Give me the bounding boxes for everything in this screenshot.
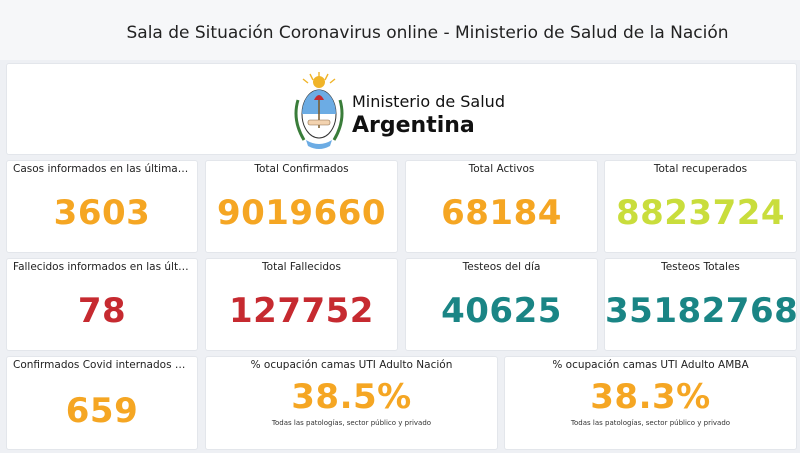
stat-label: Total Fallecidos bbox=[262, 261, 341, 273]
stat-card-cases-24h: Casos informados en las últimas 24 Hs 36… bbox=[6, 160, 198, 253]
stat-label: Casos informados en las últimas 24 Hs bbox=[13, 163, 197, 175]
stat-note: Todas las patologías, sector público y p… bbox=[570, 419, 731, 427]
stat-value: 127752 bbox=[229, 291, 374, 331]
stat-value: 659 bbox=[65, 391, 139, 431]
stat-card-tests-total: Testeos Totales 35182768 bbox=[604, 258, 797, 351]
stat-label: Testeos Totales bbox=[661, 261, 740, 273]
stat-card-icu-occupancy-amba: % ocupación camas UTI Adulto AMBA 38.3% … bbox=[504, 356, 797, 450]
stat-card-total-active: Total Activos 68184 bbox=[405, 160, 598, 253]
header-bar: Sala de Situación Coronavirus online - M… bbox=[0, 0, 800, 60]
ministry-brand: Ministerio de Salud Argentina bbox=[352, 92, 505, 138]
stat-value: 35182768 bbox=[605, 291, 797, 331]
page-title: Sala de Situación Coronavirus online - M… bbox=[126, 23, 729, 43]
stat-value: 38.5% bbox=[291, 377, 412, 417]
stat-value: 38.3% bbox=[590, 377, 711, 417]
stat-value: 40625 bbox=[441, 291, 562, 331]
stat-value: 3603 bbox=[53, 193, 151, 233]
stat-value: 9019660 bbox=[216, 193, 387, 233]
stat-card-total-confirmed: Total Confirmados 9019660 bbox=[205, 160, 398, 253]
stat-card-icu-covid: Confirmados Covid internados UTI 659 bbox=[6, 356, 198, 450]
stat-label: Total Confirmados bbox=[254, 163, 349, 175]
stat-label: % ocupación camas UTI Adulto Nación bbox=[250, 359, 453, 371]
stat-card-icu-occupancy-nation: % ocupación camas UTI Adulto Nación 38.5… bbox=[205, 356, 498, 450]
stat-note: Todas las patologías, sector público y p… bbox=[271, 419, 432, 427]
stat-card-tests-day: Testeos del día 40625 bbox=[405, 258, 598, 351]
stat-card-total-deaths: Total Fallecidos 127752 bbox=[205, 258, 398, 351]
stat-label: Testeos del día bbox=[462, 261, 541, 273]
brand-line-1: Ministerio de Salud bbox=[352, 92, 505, 111]
stat-label: Total Activos bbox=[468, 163, 535, 175]
stat-label: % ocupación camas UTI Adulto AMBA bbox=[552, 359, 749, 371]
stat-card-deaths-24h: Fallecidos informados en las últimas 24 … bbox=[6, 258, 198, 351]
stat-value: 68184 bbox=[441, 193, 562, 233]
stat-value: 8823724 bbox=[615, 193, 786, 233]
argentina-coat-of-arms-icon bbox=[294, 72, 344, 149]
stat-card-total-recovered: Total recuperados 8823724 bbox=[604, 160, 797, 253]
stat-label: Fallecidos informados en las últimas 24 … bbox=[13, 261, 197, 273]
stat-value: 78 bbox=[77, 291, 127, 331]
stat-label: Total recuperados bbox=[653, 163, 748, 175]
brand-line-2: Argentina bbox=[352, 113, 475, 138]
logo-card: Ministerio de Salud Argentina bbox=[6, 63, 797, 155]
stat-label: Confirmados Covid internados UTI bbox=[13, 359, 193, 371]
